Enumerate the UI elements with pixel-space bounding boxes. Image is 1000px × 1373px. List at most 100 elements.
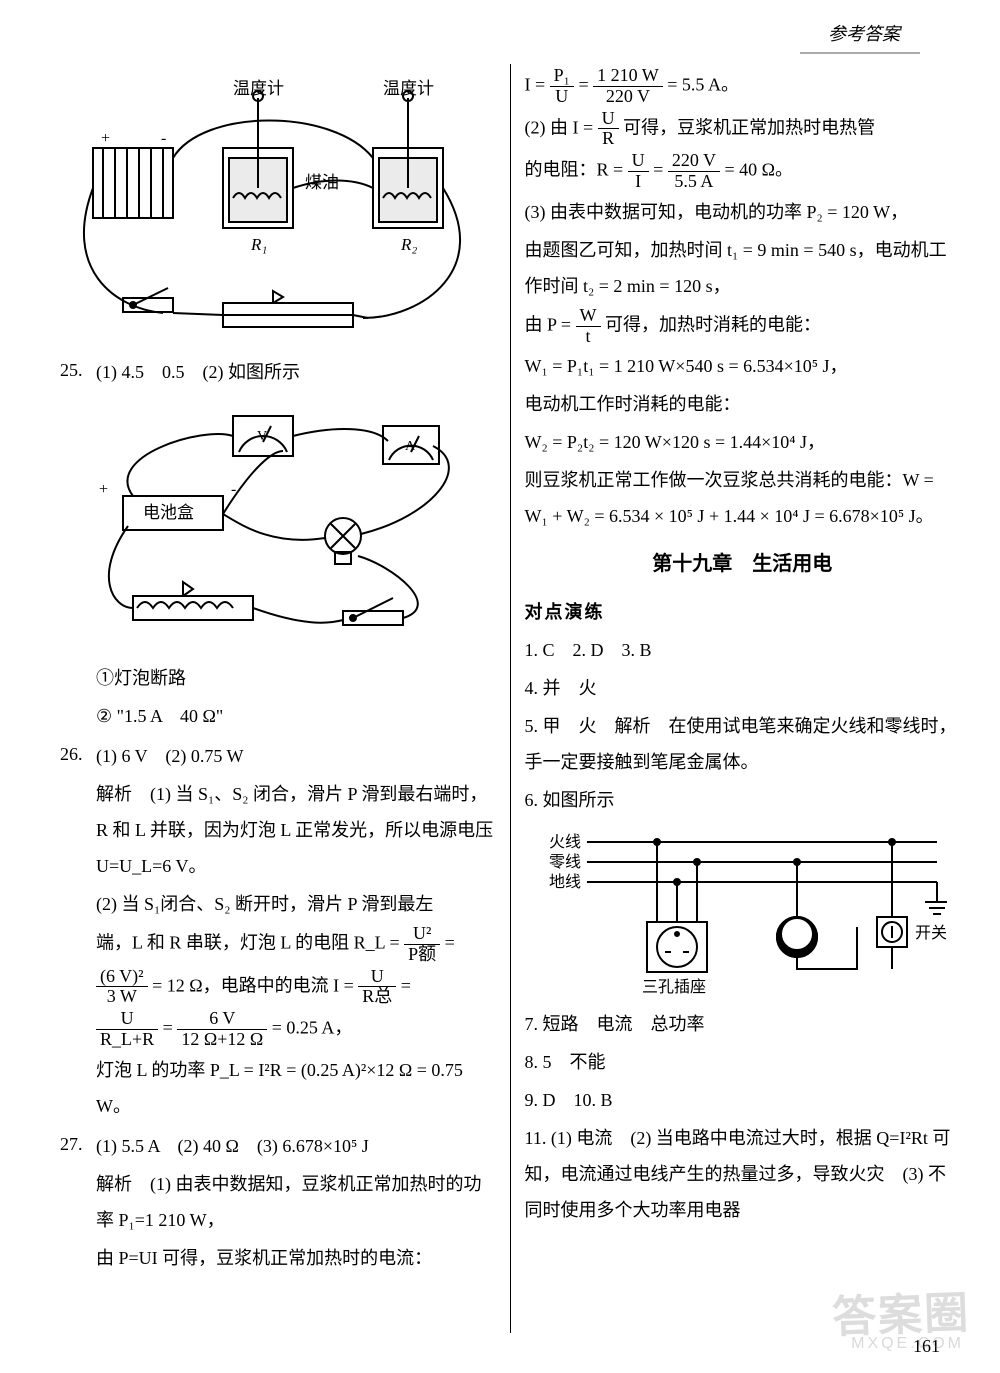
q25-circle1: ①灯泡断路 [60, 660, 496, 696]
svg-text:+: + [101, 130, 110, 147]
r-l1: I = P₁U = 1 210 W220 V = 5.5 A。 [525, 66, 961, 107]
t: 由 P = [525, 314, 576, 334]
q25-num: 25. [60, 352, 96, 392]
r-l10: 则豆浆机正常工作做一次豆浆总共消耗的电能：W = W₁ + W₂ = 6.534… [525, 462, 961, 534]
r-l5: 由题图乙可知，加热时间 t₁ = 9 min = 540 s，电动机工作时间 t… [525, 232, 961, 304]
n: U [628, 151, 649, 172]
d: R_L+R [96, 1030, 158, 1050]
n: 6 V [177, 1009, 267, 1030]
chapter-title: 第十九章 生活用电 [525, 544, 961, 584]
q27-p2: 由 P=UI 可得，豆浆机正常加热时的电流： [96, 1240, 496, 1276]
r-l6: 由 P = Wt 可得，加热时消耗的电能： [525, 306, 961, 347]
r-l2: (2) 由 I = UR 可得，豆浆机正常加热时电热管 [525, 109, 961, 150]
frac: Wt [576, 306, 601, 347]
frac: (6 V)²3 W [96, 967, 148, 1008]
n: U [96, 1009, 158, 1030]
q26-p2c: (6 V)²3 W = 12 Ω，电路中的电流 I = UR总 = [96, 967, 496, 1008]
n: 1 210 W [593, 66, 663, 87]
label-switch: 开关 [915, 924, 947, 942]
d: P额 [404, 945, 440, 965]
svg-text:+: + [99, 481, 108, 498]
q26-p2d: UR_L+R = 6 V12 Ω+12 Ω = 0.25 A， [96, 1009, 496, 1050]
t: = 0.25 A， [272, 1018, 353, 1038]
d: I [628, 172, 649, 192]
q27-num: 27. [60, 1126, 96, 1278]
t: 的电阻：R = [525, 160, 628, 180]
label-earth: 地线 [549, 873, 581, 891]
t: = [445, 932, 455, 952]
t: (2) 由 I = [525, 117, 598, 137]
label-oil: 煤油 [305, 173, 339, 192]
frac: U²P额 [404, 924, 440, 965]
q25-ans: (1) 4.5 0.5 (2) 如图所示 [96, 354, 496, 390]
n: P₁ [550, 66, 574, 87]
a9: 9. D 10. B [525, 1082, 961, 1118]
n: W [576, 306, 601, 327]
page-header: 参考答案 [60, 20, 960, 46]
a11: 11. (1) 电流 (2) 当电路中电流过大时，根据 Q=I²Rt 可知，电流… [525, 1120, 961, 1228]
t: 可得，豆浆机正常加热时电热管 [623, 117, 875, 137]
t: I = [525, 74, 550, 94]
t: 端，L 和 R 串联，灯泡 L 的电阻 R_L = [96, 932, 404, 952]
n: U [598, 109, 619, 130]
q26-p3: 灯泡 L 的功率 P_L = I²R = (0.25 A)²×12 Ω = 0.… [96, 1052, 496, 1124]
frac: UR_L+R [96, 1009, 158, 1050]
d: 220 V [593, 87, 663, 107]
n: U [358, 967, 396, 988]
d: 3 W [96, 987, 148, 1007]
label-r1: R₁ [250, 235, 267, 254]
q26-num: 26. [60, 736, 96, 1126]
r-l4: (3) 由表中数据可知，电动机的功率 P₂ = 120 W， [525, 194, 961, 230]
a6: 6. 如图所示 [525, 782, 961, 818]
q26-p2b: 端，L 和 R 串联，灯泡 L 的电阻 R_L = U²P额 = [96, 924, 496, 965]
label-socket: 三孔插座 [642, 978, 706, 996]
t: = 5.5 A。 [667, 74, 739, 94]
frac: 6 V12 Ω+12 Ω [177, 1009, 267, 1050]
label-battery: 电池盒 [143, 503, 194, 522]
frac: UR总 [358, 967, 396, 1008]
a4: 4. 并 火 [525, 670, 961, 706]
t: = [163, 1018, 178, 1038]
d: t [576, 327, 601, 347]
d: R [598, 129, 619, 149]
q27-p1: 解析 (1) 由表中数据知，豆浆机正常加热时的功率 P₁=1 210 W， [96, 1166, 496, 1238]
d: U [550, 87, 574, 107]
t: = [401, 975, 411, 995]
a8: 8. 5 不能 [525, 1044, 961, 1080]
r-l7: W₁ = P₁t₁ = 1 210 W×540 s = 6.534×10⁵ J， [525, 348, 961, 384]
r-l3: 的电阻：R = UI = 220 V5.5 A = 40 Ω。 [525, 151, 961, 192]
left-column: + - [60, 64, 511, 1333]
q26-p2a: (2) 当 S₁闭合、S₂ 断开时，滑片 P 滑到最左 [96, 886, 496, 922]
frac: UI [628, 151, 649, 192]
a1: 1. C 2. D 3. B [525, 632, 961, 668]
label-live: 火线 [549, 833, 581, 851]
svg-text:A: A [405, 439, 416, 454]
page-number: 161 [913, 1336, 940, 1357]
t: = 40 Ω。 [725, 160, 794, 180]
q26-head: (1) 6 V (2) 0.75 W [96, 738, 496, 774]
svg-text:V: V [257, 429, 267, 444]
q26: 26. (1) 6 V (2) 0.75 W 解析 (1) 当 S₁、S₂ 闭合… [60, 736, 496, 1126]
frac: P₁U [550, 66, 574, 107]
figure-circuit-bulb: V A + - [73, 396, 483, 656]
svg-text:-: - [161, 130, 166, 147]
d: 5.5 A [668, 172, 720, 192]
n: (6 V)² [96, 967, 148, 988]
label-thermo-r: 温度计 [383, 79, 434, 98]
section-label: 对点演练 [525, 594, 961, 630]
frac: 220 V5.5 A [668, 151, 720, 192]
q25-circle2: ② "1.5 A 40 Ω" [60, 698, 496, 734]
frac: UR [598, 109, 619, 150]
n: U² [404, 924, 440, 945]
header-underline [800, 52, 920, 54]
q27-head: (1) 5.5 A (2) 40 Ω (3) 6.678×10⁵ J [96, 1128, 496, 1164]
a7: 7. 短路 电流 总功率 [525, 1006, 961, 1042]
frac: 1 210 W220 V [593, 66, 663, 107]
q27: 27. (1) 5.5 A (2) 40 Ω (3) 6.678×10⁵ J 解… [60, 1126, 496, 1278]
n: 220 V [668, 151, 720, 172]
t: 可得，加热时消耗的电能： [605, 314, 821, 334]
t: = [578, 74, 593, 94]
q26-p1: 解析 (1) 当 S₁、S₂ 闭合，滑片 P 滑到最右端时，R 和 L 并联，因… [96, 776, 496, 884]
t: = [653, 160, 668, 180]
r-l8: 电动机工作时消耗的电能： [525, 386, 961, 422]
